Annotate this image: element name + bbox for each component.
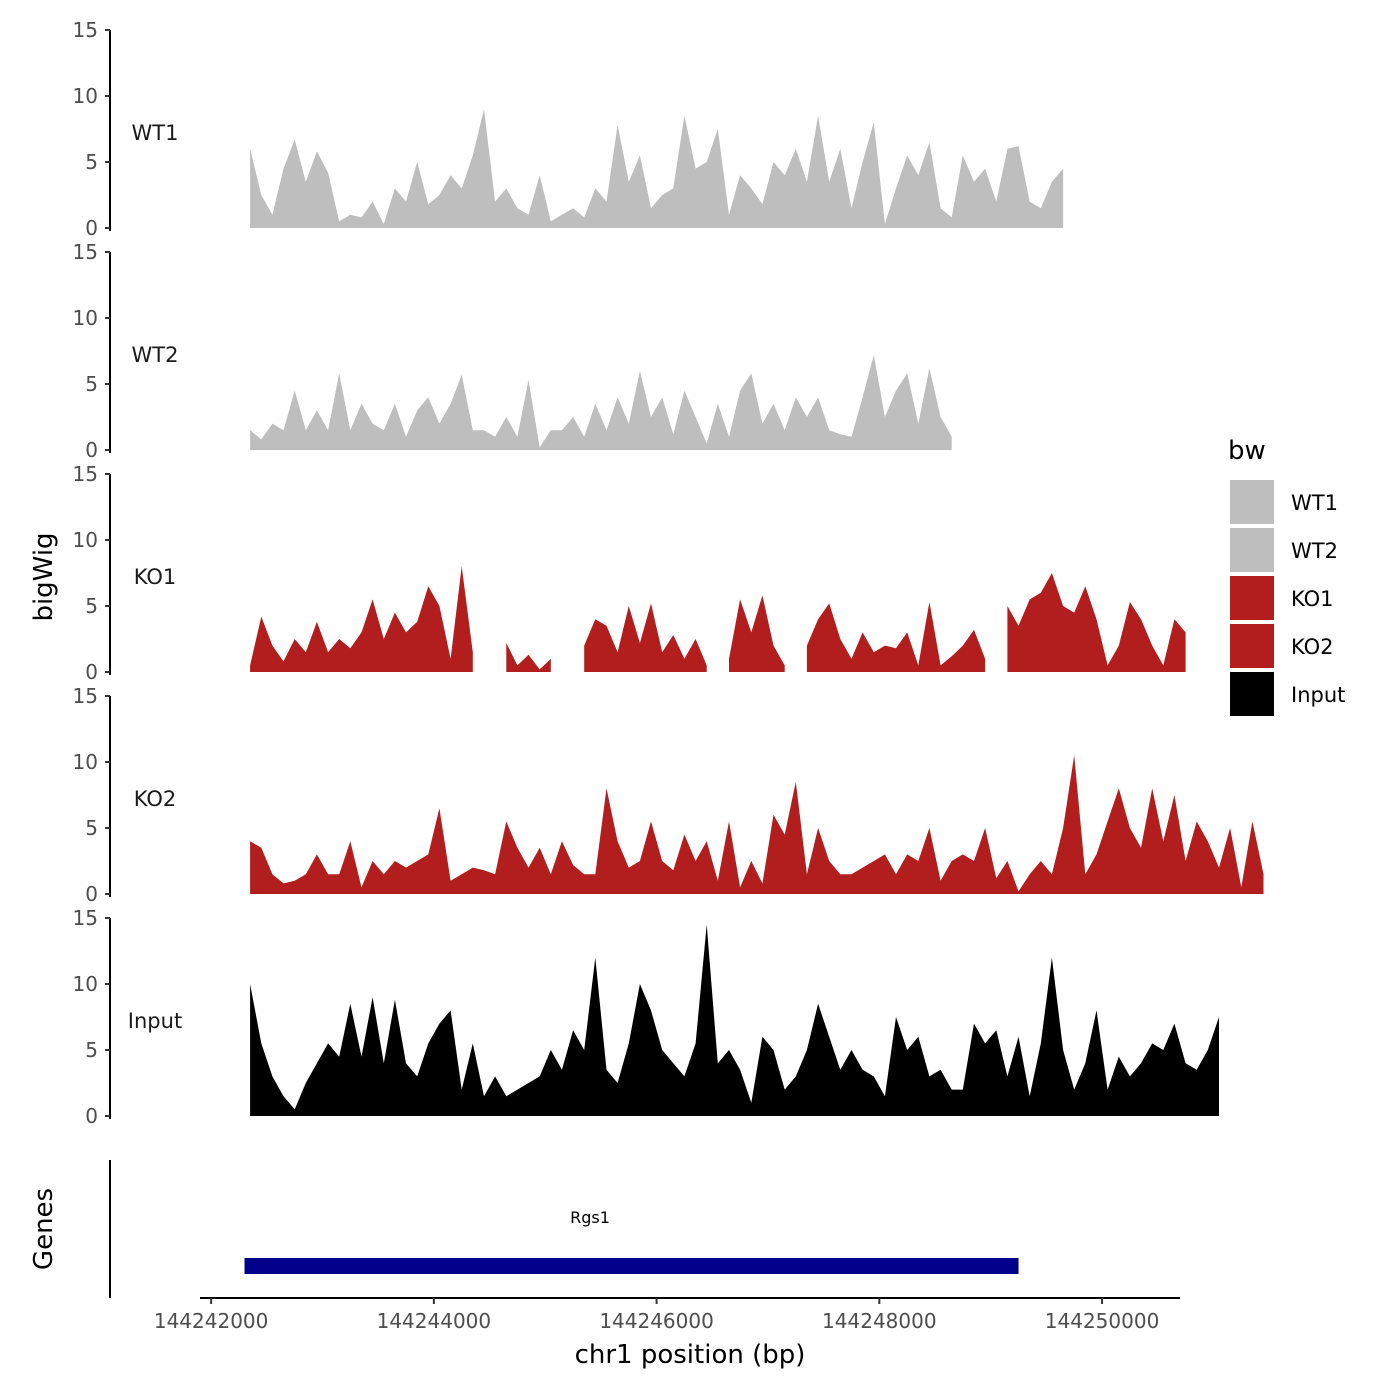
area-wt1	[250, 109, 1064, 228]
gene-body	[244, 1258, 1019, 1274]
y-tick-label: 5	[85, 150, 98, 174]
legend: bw WT1 WT2 KO1 KO2 Input	[1228, 436, 1345, 716]
genes-track-title: Genes	[29, 1188, 59, 1270]
y-tick-label: 15	[73, 684, 98, 708]
area-ko1	[506, 643, 551, 672]
area-input	[250, 924, 1220, 1116]
track-input: 0 5 10 15 Input	[73, 906, 1220, 1128]
track-label: Input	[128, 1009, 182, 1033]
legend-label: KO2	[1291, 635, 1334, 659]
track-label: KO1	[134, 565, 177, 589]
legend-label: KO1	[1291, 587, 1334, 611]
genes-track: Genes Rgs1	[29, 1160, 1019, 1298]
y-tick-label: 10	[73, 84, 98, 108]
y-tick-label: 15	[73, 906, 98, 930]
area-ko1	[1007, 573, 1186, 672]
area-ko1	[729, 595, 785, 672]
y-tick-label: 15	[73, 462, 98, 486]
y-tick-label: 10	[73, 750, 98, 774]
x-tick-label: 144244000	[377, 1309, 492, 1333]
track-label: WT2	[132, 343, 179, 367]
track-ko2: 0 5 10 15 KO2	[73, 684, 1264, 906]
area-ko1	[250, 566, 473, 672]
legend-title: bw	[1228, 436, 1266, 466]
x-tick-label: 144250000	[1045, 1309, 1160, 1333]
y-tick-label: 0	[85, 438, 98, 462]
track-ko1: 0 5 10 15 KO1	[73, 462, 1186, 684]
y-axis-title: bigWig	[29, 532, 59, 621]
y-tick-label: 0	[85, 660, 98, 684]
legend-swatch	[1230, 576, 1274, 620]
x-axis-title: chr1 position (bp)	[575, 1340, 806, 1370]
legend-label: WT2	[1291, 539, 1338, 563]
legend-swatch	[1230, 480, 1274, 524]
legend-swatch	[1230, 672, 1274, 716]
legend-swatch	[1230, 624, 1274, 668]
x-tick-label: 144246000	[599, 1309, 714, 1333]
track-wt2: 0 5 10 15 WT2	[73, 240, 952, 462]
y-tick-label: 10	[73, 972, 98, 996]
y-tick-label: 5	[85, 1038, 98, 1062]
area-ko2	[250, 755, 1264, 894]
x-tick-label: 144248000	[822, 1309, 937, 1333]
legend-swatch	[1230, 528, 1274, 572]
signal-tracks: 0 5 10 15 WT1 0 5 10 15 WT2 0 5 10 15 KO1 0 5 10 15 KO2 0 5 10…	[73, 18, 1264, 1128]
y-tick-label: 15	[73, 240, 98, 264]
x-tick-label: 144242000	[154, 1309, 269, 1333]
x-axis: 144242000 144244000 144246000 144248000 1442…	[154, 1297, 1180, 1333]
y-tick-label: 0	[85, 216, 98, 240]
y-tick-label: 10	[73, 306, 98, 330]
y-tick-label: 5	[85, 594, 98, 618]
legend-label: Input	[1291, 683, 1345, 707]
area-ko1	[806, 602, 986, 672]
y-tick-label: 0	[85, 1104, 98, 1128]
y-tick-label: 0	[85, 882, 98, 906]
area-ko1	[584, 603, 707, 672]
y-tick-label: 5	[85, 816, 98, 840]
y-tick-label: 15	[73, 18, 98, 42]
legend-label: WT1	[1291, 491, 1338, 515]
track-label: KO2	[134, 787, 177, 811]
track-label: WT1	[132, 121, 179, 145]
y-tick-label: 10	[73, 528, 98, 552]
gene-label: Rgs1	[570, 1208, 610, 1227]
area-wt2	[250, 355, 952, 450]
y-tick-label: 5	[85, 372, 98, 396]
track-wt1: 0 5 10 15 WT1	[73, 18, 1064, 240]
